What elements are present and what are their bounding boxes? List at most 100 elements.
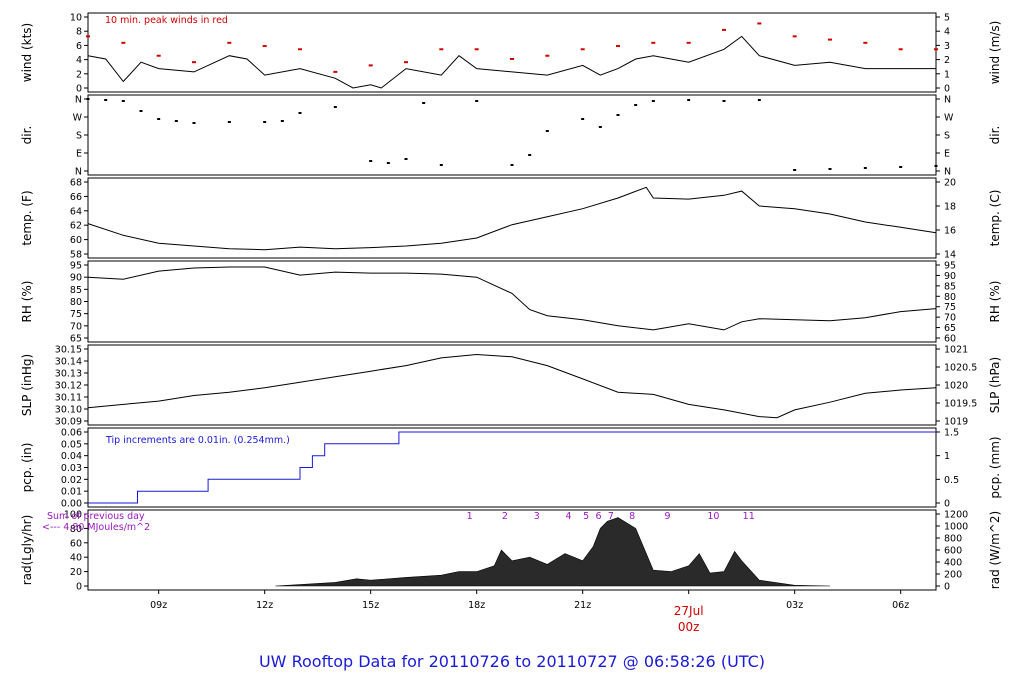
- dir-point-13: [386, 162, 390, 164]
- dir-point-7: [227, 121, 231, 123]
- rad-ticklabel-L-1: 20: [70, 567, 82, 578]
- pcp-ticklabel-R-2: 1: [944, 451, 950, 462]
- temp-ticklabel-R-2: 18: [944, 202, 956, 213]
- pcp-ticklabel-L-4: 0.04: [61, 451, 82, 462]
- slp-ticklabel-L-0: 30.09: [55, 417, 82, 428]
- rad-series-area: [275, 517, 831, 587]
- wind-peak-4: [227, 41, 232, 44]
- wind-peak-0: [86, 35, 90, 38]
- rh-ticklabel-R-1: 65: [944, 323, 956, 334]
- temp-ticklabel-L-0: 58: [70, 250, 82, 261]
- rh-ticklabel-R-2: 70: [944, 313, 956, 324]
- x-tick-label-6: 06z: [892, 600, 909, 611]
- wind-annotation: 10 min. peak winds in red: [105, 15, 228, 26]
- wind-peak-17: [686, 41, 691, 44]
- temp-ticklabel-R-3: 20: [944, 178, 956, 189]
- temp-ticklabel-L-2: 62: [70, 221, 82, 232]
- temp-ylabel-right: temp. (C): [988, 190, 1002, 247]
- rad-ticklabel-R-4: 800: [944, 534, 962, 545]
- wind-peak-24: [934, 48, 938, 51]
- dir-point-5: [174, 120, 178, 122]
- temp-ticklabel-L-4: 66: [70, 192, 82, 203]
- rad-ticklabel-R-0: 0: [944, 582, 950, 593]
- rh-ticklabel-L-6: 95: [70, 261, 82, 272]
- rh-ylabel-right: RH (%): [988, 281, 1002, 323]
- dir-point-0: [86, 98, 90, 100]
- pcp-ticklabel-R-3: 1.5: [944, 428, 959, 439]
- wind-ticklabel-R-5: 5: [944, 13, 950, 24]
- wind-peak-7: [333, 70, 338, 73]
- wind-ticklabel-L-0: 0: [76, 84, 82, 95]
- slp-ticklabel-L-3: 30.12: [55, 381, 82, 392]
- wind-frame: [87, 12, 937, 93]
- rad-marker-1: 2: [502, 511, 508, 522]
- dir-ticklabel-R-3: W: [944, 113, 954, 124]
- rad-ticklabel-R-2: 400: [944, 558, 962, 569]
- panel-rh: RH (%) RH (%)6570758085909560657075808590…: [20, 260, 1002, 345]
- wind-peak-18: [722, 28, 726, 31]
- temp-ylabel: temp. (F): [20, 190, 34, 245]
- wind-peak-15: [616, 45, 620, 48]
- wind-ticklabel-L-2: 4: [76, 55, 82, 66]
- rad-marker-5: 6: [596, 511, 602, 522]
- rh-ticklabel-L-3: 80: [70, 297, 82, 308]
- rh-ticklabel-L-4: 85: [70, 285, 82, 296]
- dir-point-15: [422, 102, 426, 104]
- pcp-ticklabel-L-6: 0.06: [61, 428, 82, 439]
- rad-marker-9: 10: [707, 511, 719, 522]
- dir-point-9: [280, 120, 284, 122]
- temp-ticklabel-R-1: 16: [944, 226, 956, 237]
- wind-peak-20: [792, 35, 797, 38]
- rad-ylabel: rad(Lgly/hr): [20, 515, 34, 586]
- rad-ticklabel-L-2: 40: [70, 553, 82, 564]
- chart-title: UW Rooftop Data for 20110726 to 20110727…: [259, 652, 765, 671]
- rad-marker-10: 11: [743, 511, 755, 522]
- slp-ticklabel-R-1: 1019.5: [944, 399, 977, 410]
- wind-ticklabel-L-1: 2: [76, 69, 82, 80]
- wind-series-line: [87, 35, 936, 89]
- rad-ticklabel-L-0: 0: [76, 582, 82, 593]
- x-tick-label-4: 21z: [574, 600, 591, 611]
- pcp-series-step: [88, 431, 936, 504]
- dir-ticklabel-R-4: N: [944, 95, 951, 106]
- wind-peak-6: [298, 48, 302, 51]
- slp-ylabel-right: SLP (hPa): [988, 357, 1002, 413]
- rad-ylabel-right: rad (W/m^2): [988, 511, 1002, 589]
- dir-point-14: [404, 158, 408, 160]
- dir-point-33: [934, 165, 938, 167]
- wind-peak-23: [898, 48, 903, 51]
- wind-ticklabel-R-1: 1: [944, 69, 950, 80]
- dir-point-6: [192, 122, 196, 124]
- rh-ticklabel-R-4: 80: [944, 292, 956, 303]
- dir-point-19: [528, 154, 532, 156]
- wind-ticklabel-R-3: 3: [944, 41, 950, 52]
- dir-point-11: [333, 106, 337, 108]
- pcp-ticklabel-R-1: 0.5: [944, 475, 959, 486]
- slp-ticklabel-R-2: 1020: [944, 381, 968, 392]
- dir-point-20: [545, 130, 549, 132]
- rad-marker-7: 8: [629, 511, 635, 522]
- dir-point-25: [651, 100, 655, 102]
- temp-series-line: [87, 186, 937, 251]
- rh-ticklabel-L-0: 65: [70, 334, 82, 345]
- rad-ticklabel-R-5: 1000: [944, 522, 968, 533]
- dir-point-29: [793, 169, 797, 171]
- wind-ticklabel-R-0: 0: [944, 84, 950, 95]
- rad-marker-6: 7: [608, 511, 614, 522]
- panel-pcp: pcp. (in) pcp. (mm)0.000.010.020.030.040.…: [20, 427, 1002, 510]
- pcp-ticklabel-L-1: 0.01: [61, 487, 82, 498]
- rh-ticklabel-R-6: 90: [944, 271, 956, 282]
- panel-slp: SLP (inHg) SLP (hPa)30.0930.1030.1130.123…: [20, 344, 1002, 428]
- pcp-annotation: Tip increments are 0.01in. (0.254mm.): [105, 435, 290, 446]
- dir-ticklabel-L-4: N: [75, 95, 82, 106]
- dir-point-1: [104, 99, 108, 101]
- rh-ylabel: RH (%): [20, 281, 34, 323]
- pcp-ticklabel-L-2: 0.02: [61, 475, 82, 486]
- slp-series-line: [87, 353, 937, 419]
- dir-point-2: [121, 100, 125, 102]
- rh-ticklabel-L-5: 90: [70, 273, 82, 284]
- rad-ticklabel-R-1: 200: [944, 570, 962, 581]
- wind-ylabel: wind (kts): [20, 23, 34, 82]
- slp-ylabel: SLP (inHg): [20, 354, 34, 416]
